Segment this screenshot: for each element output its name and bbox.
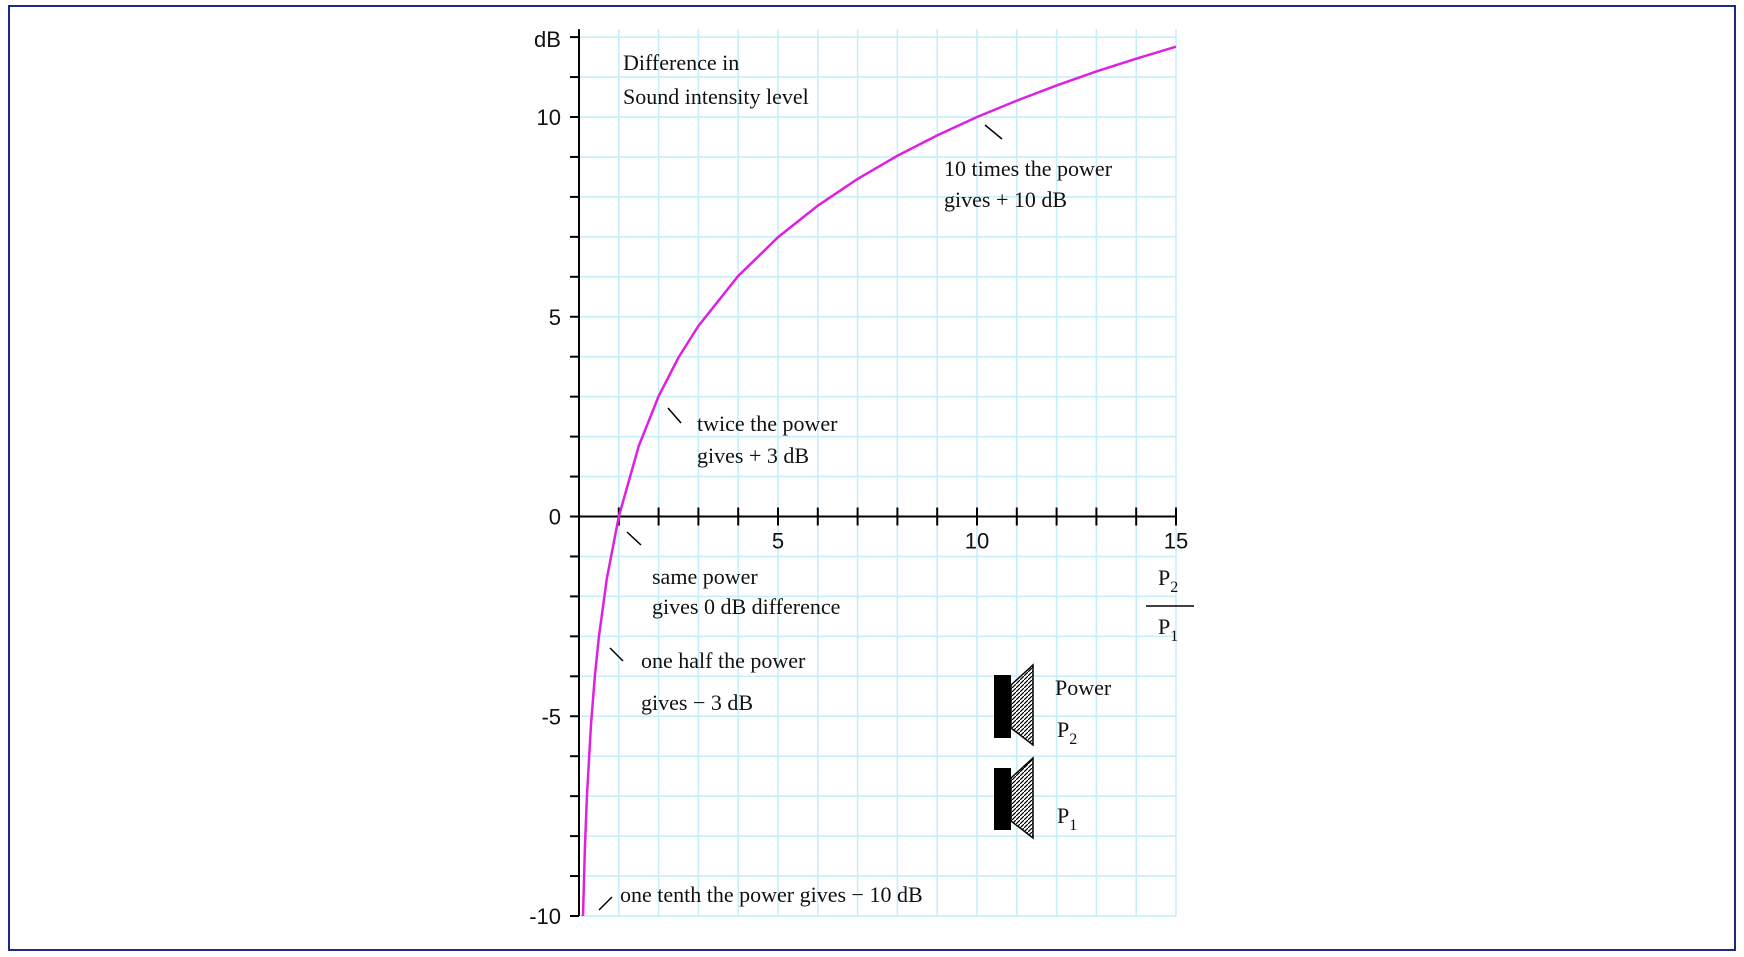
x-label-sub: 1 [1170, 628, 1178, 645]
annotation: 10 times the power [944, 156, 1113, 181]
annotation: one tenth the power gives − 10 dB [620, 882, 923, 907]
annotation: one half the power [641, 648, 806, 673]
speaker-text: P [1057, 803, 1069, 828]
y-tick-label: 10 [537, 105, 561, 130]
speaker-cone [1010, 756, 1034, 840]
speaker-label: P2 [1057, 717, 1077, 748]
y-tick-label: -5 [541, 704, 561, 729]
pointer [598, 896, 613, 911]
x-tick-label: 5 [772, 529, 784, 554]
annotation: gives + 10 dB [944, 187, 1067, 212]
speaker-sub: 2 [1069, 731, 1077, 748]
speaker-title: Power [1055, 675, 1112, 700]
speaker-body [994, 768, 1011, 830]
speaker-body [994, 675, 1011, 738]
y-tick-label: -10 [529, 904, 561, 929]
x-tick-label: 10 [965, 529, 989, 554]
speaker-label: P1 [1057, 803, 1077, 834]
pointer [626, 531, 642, 546]
annotation: gives + 3 dB [697, 443, 809, 468]
annotation: same power [652, 564, 758, 589]
x-label-num: P2 [1158, 565, 1178, 596]
speaker-cone [1010, 663, 1034, 747]
frame [8, 5, 1736, 951]
x-label-den: P1 [1158, 614, 1178, 645]
x-label-text: P [1158, 614, 1170, 639]
x-label-text: P [1158, 565, 1170, 590]
pointer [609, 647, 624, 662]
annotation: gives 0 dB difference [652, 594, 840, 619]
x-tick-label: 15 [1164, 529, 1188, 554]
x-label-sub: 2 [1170, 579, 1178, 596]
y-axis-label: dB [534, 27, 561, 52]
plot: 5 10 15 -10 -5 0 5 10 [529, 29, 1188, 929]
title-line: Difference in [623, 50, 739, 75]
speaker-text: P [1057, 717, 1069, 742]
annotation: gives − 3 dB [641, 690, 753, 715]
data-line [581, 45, 1177, 917]
pointer [667, 407, 682, 424]
speaker-sub: 1 [1069, 817, 1077, 834]
y-tick-label: 0 [549, 505, 561, 530]
y-tick-label: 5 [549, 305, 561, 330]
pointer [984, 124, 1003, 140]
grid [579, 29, 1177, 917]
annotation: twice the power [697, 411, 838, 436]
title-line: Sound intensity level [623, 84, 809, 109]
annotations: Difference in Sound intensity level dB 1… [534, 27, 1194, 911]
